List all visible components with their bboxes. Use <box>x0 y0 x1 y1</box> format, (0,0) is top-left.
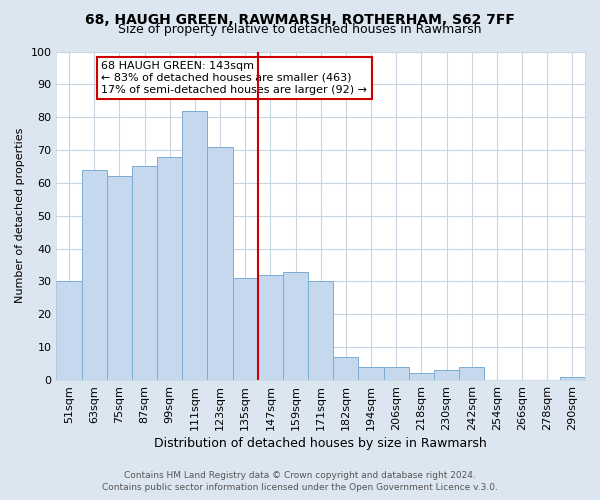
Text: 68, HAUGH GREEN, RAWMARSH, ROTHERHAM, S62 7FF: 68, HAUGH GREEN, RAWMARSH, ROTHERHAM, S6… <box>85 12 515 26</box>
Bar <box>459 367 484 380</box>
Bar <box>308 282 333 380</box>
Bar <box>56 282 82 380</box>
Bar <box>208 147 233 380</box>
Bar <box>383 367 409 380</box>
Bar <box>132 166 157 380</box>
X-axis label: Distribution of detached houses by size in Rawmarsh: Distribution of detached houses by size … <box>154 437 487 450</box>
Bar <box>283 272 308 380</box>
Text: Contains HM Land Registry data © Crown copyright and database right 2024.
Contai: Contains HM Land Registry data © Crown c… <box>102 471 498 492</box>
Y-axis label: Number of detached properties: Number of detached properties <box>15 128 25 304</box>
Text: 68 HAUGH GREEN: 143sqm
← 83% of detached houses are smaller (463)
17% of semi-de: 68 HAUGH GREEN: 143sqm ← 83% of detached… <box>101 62 367 94</box>
Text: Size of property relative to detached houses in Rawmarsh: Size of property relative to detached ho… <box>118 22 482 36</box>
Bar <box>258 275 283 380</box>
Bar <box>333 357 358 380</box>
Bar <box>107 176 132 380</box>
Bar <box>182 110 208 380</box>
Bar <box>157 156 182 380</box>
Bar <box>82 170 107 380</box>
Bar <box>358 367 383 380</box>
Bar <box>409 374 434 380</box>
Bar <box>233 278 258 380</box>
Bar <box>560 377 585 380</box>
Bar <box>434 370 459 380</box>
